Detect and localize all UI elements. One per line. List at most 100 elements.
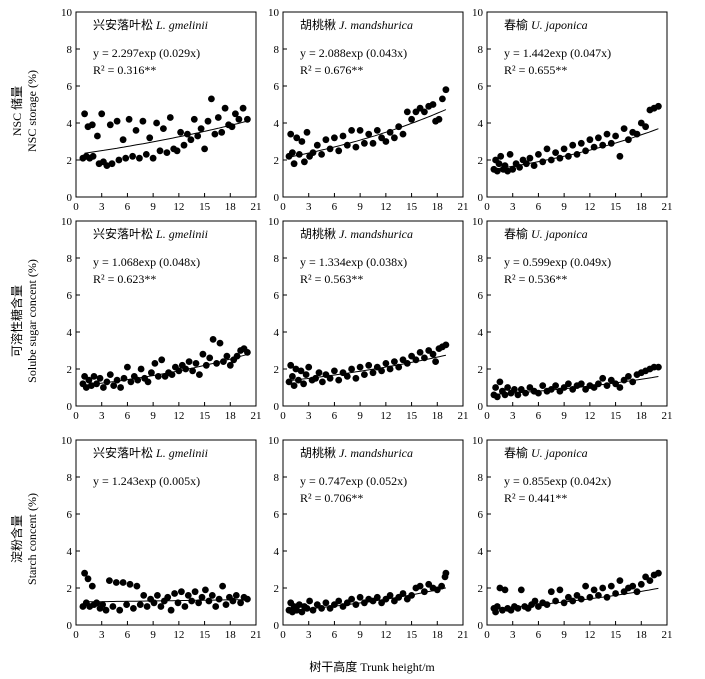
data-point xyxy=(616,384,624,391)
data-point xyxy=(560,599,568,607)
panel-title-en: J. mandshurica xyxy=(339,446,413,460)
data-point xyxy=(356,126,364,134)
y-tick-label: 8 xyxy=(274,44,280,56)
y-tick-label: 10 xyxy=(472,216,484,228)
x-tick-label: 6 xyxy=(536,629,542,641)
data-point xyxy=(150,599,158,607)
data-point xyxy=(202,361,210,369)
x-axis-label: 树干高度 Trunk height/m xyxy=(309,659,435,674)
data-point xyxy=(373,593,381,601)
x-tick-label: 6 xyxy=(536,201,542,213)
x-tick-label: 9 xyxy=(150,629,156,641)
data-point xyxy=(590,143,598,151)
data-point xyxy=(158,356,166,364)
y-tick-label: 4 xyxy=(67,118,73,130)
row-label-zh: 淀粉含量 xyxy=(9,515,24,563)
data-point xyxy=(421,588,428,596)
r2-text: R² = 0.706** xyxy=(300,491,363,505)
x-tick-label: 12 xyxy=(380,201,391,213)
data-point xyxy=(516,164,523,171)
data-point xyxy=(573,151,581,158)
data-point xyxy=(125,115,133,123)
data-point xyxy=(98,110,106,118)
data-point xyxy=(356,593,364,601)
data-point xyxy=(595,134,602,142)
data-point xyxy=(195,599,203,607)
x-tick-label: 12 xyxy=(380,629,391,641)
y-tick-label: 4 xyxy=(274,118,280,130)
data-point xyxy=(412,356,420,364)
data-point xyxy=(361,139,368,147)
data-point xyxy=(205,597,213,605)
data-point xyxy=(429,101,437,108)
x-tick-label: 0 xyxy=(484,629,490,641)
data-point xyxy=(88,121,96,129)
equation-text: y = 2.088exp (0.043x) xyxy=(300,46,407,60)
data-point xyxy=(416,582,424,590)
data-point xyxy=(149,154,157,162)
row-label-en: Starch concent (%) xyxy=(25,493,39,585)
data-point xyxy=(547,156,555,164)
data-point xyxy=(303,128,311,136)
panel-title-en: J. mandshurica xyxy=(339,18,413,32)
data-point xyxy=(182,365,190,373)
data-point xyxy=(530,162,538,170)
x-tick-label: 18 xyxy=(225,629,237,641)
data-point xyxy=(289,149,296,157)
data-point xyxy=(577,595,585,603)
r2-text: R² = 0.655** xyxy=(504,63,567,77)
data-point xyxy=(219,582,227,590)
data-point xyxy=(511,386,518,393)
x-tick-label: 18 xyxy=(432,410,444,422)
data-point xyxy=(298,608,306,616)
data-point xyxy=(212,603,220,610)
data-point xyxy=(211,130,219,138)
panel-title-zh: 春榆 xyxy=(504,226,528,241)
data-point xyxy=(577,380,585,388)
r2-text: R² = 0.623** xyxy=(93,272,156,286)
data-point xyxy=(237,599,245,607)
data-point xyxy=(196,371,203,378)
panel-title-en: U. japonica xyxy=(531,18,588,32)
data-point xyxy=(492,608,499,616)
data-point xyxy=(285,378,293,386)
data-point xyxy=(216,339,224,347)
data-point xyxy=(113,376,121,384)
data-point xyxy=(290,382,298,389)
data-point xyxy=(315,369,323,377)
y-tick-label: 6 xyxy=(67,509,73,521)
data-point xyxy=(109,603,117,610)
data-point xyxy=(582,582,589,590)
r2-text: R² = 0.536** xyxy=(504,272,567,286)
data-point xyxy=(352,143,360,151)
x-tick-label: 6 xyxy=(125,410,131,422)
data-point xyxy=(84,575,92,583)
data-point xyxy=(100,384,107,391)
x-tick-label: 21 xyxy=(662,410,673,422)
x-tick-label: 15 xyxy=(610,629,622,641)
y-tick-label: 6 xyxy=(274,509,280,521)
x-tick-label: 3 xyxy=(510,201,516,213)
data-point xyxy=(501,586,509,594)
data-point xyxy=(335,147,343,155)
y-tick-label: 2 xyxy=(274,364,280,376)
data-point xyxy=(232,592,240,599)
data-point xyxy=(595,380,602,388)
x-tick-label: 21 xyxy=(458,201,469,213)
plot-frame xyxy=(75,439,257,626)
x-tick-label: 9 xyxy=(150,201,156,213)
row-label-zh: 可溶性糖含量 xyxy=(9,285,24,357)
equation-text: y = 0.747exp (0.052x) xyxy=(300,474,407,488)
data-point xyxy=(81,110,88,118)
y-tick-label: 4 xyxy=(274,546,280,558)
data-point xyxy=(655,569,662,577)
data-point xyxy=(120,374,128,382)
data-point xyxy=(220,358,227,365)
y-tick-label: 0 xyxy=(67,620,73,632)
data-point xyxy=(322,136,330,144)
x-tick-label: 21 xyxy=(662,629,673,641)
data-point xyxy=(187,136,195,144)
data-point xyxy=(213,360,221,367)
data-point xyxy=(369,369,377,377)
data-point xyxy=(343,141,351,149)
